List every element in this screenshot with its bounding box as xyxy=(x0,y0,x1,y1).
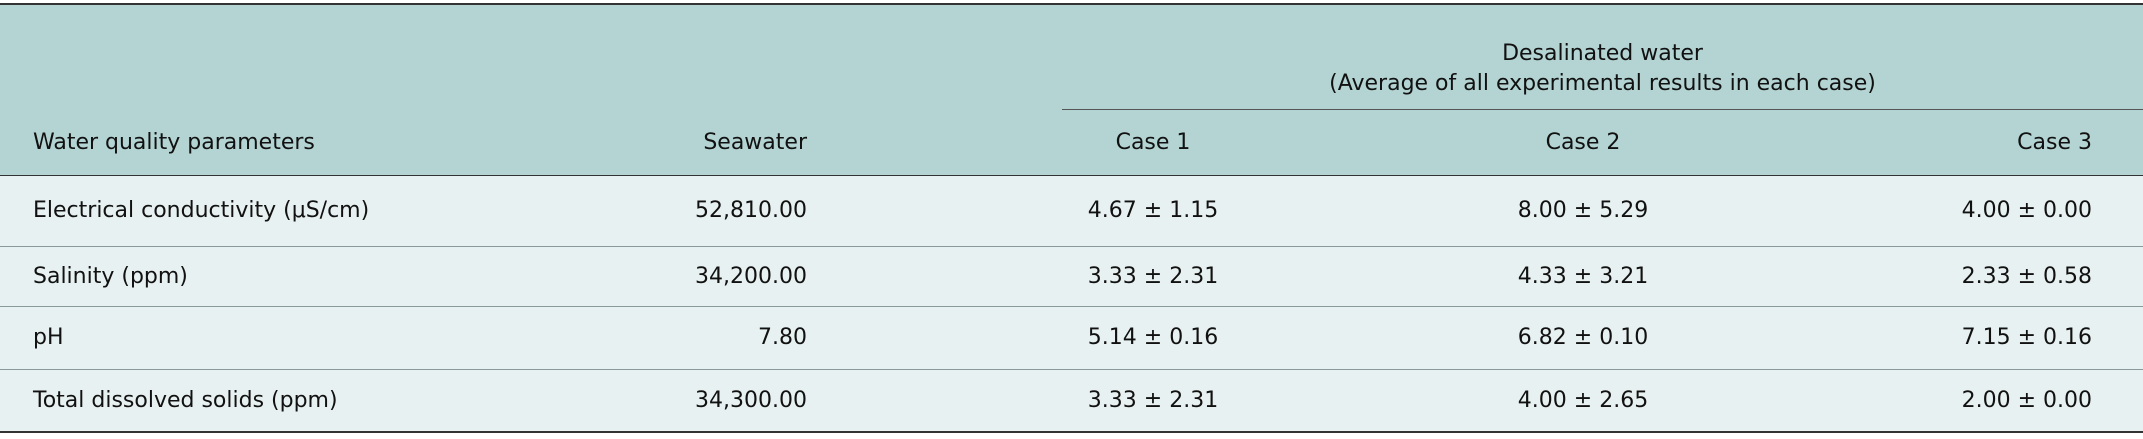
header-cell: Case 2 xyxy=(1244,109,1922,175)
table-row: Electrical conductivity (μS/cm) 52,810.00… xyxy=(0,174,2143,246)
table-cell: 4.00 ± 0.00 xyxy=(1922,174,2143,246)
group-header: Desalinated water (Average of all experi… xyxy=(1062,3,2143,110)
table-row: pH 7.80 5.14 ± 0.16 6.82 ± 0.10 7.15 ± 0.16 xyxy=(0,305,2143,369)
header-cell: Case 3 xyxy=(1922,109,2143,175)
table-body: Electrical conductivity (μS/cm) 52,810.00… xyxy=(0,174,2143,433)
table-cell: 7.15 ± 0.16 xyxy=(1922,305,2143,369)
table-row: Total dissolved solids (ppm) 34,300.00 3.3… xyxy=(0,368,2143,433)
table-cell: 5.14 ± 0.16 xyxy=(1062,305,1244,369)
table-cell: 4.33 ± 3.21 xyxy=(1244,245,1922,306)
table-cell: 3.33 ± 2.31 xyxy=(1062,368,1244,433)
table-cell: 6.82 ± 0.10 xyxy=(1244,305,1922,369)
table-cell: Electrical conductivity (μS/cm) xyxy=(0,174,600,246)
table-cell: 2.00 ± 0.00 xyxy=(1922,368,2143,433)
table-cell: 4.67 ± 1.15 xyxy=(1062,174,1244,246)
table-cell: 34,300.00 xyxy=(600,368,1062,433)
group-header-line: (Average of all experimental results in … xyxy=(1329,70,1876,96)
table-cell: 3.33 ± 2.31 xyxy=(1062,245,1244,306)
table-cell: 8.00 ± 5.29 xyxy=(1244,174,1922,246)
table-row: Salinity (ppm) 34,200.00 3.33 ± 2.31 4.33 ±… xyxy=(0,245,2143,306)
header-cell: Seawater xyxy=(600,3,1062,175)
table-cell: 4.00 ± 2.65 xyxy=(1244,368,1922,433)
group-header-line: Desalinated water xyxy=(1502,40,1703,66)
header-cell: Case 1 xyxy=(1062,109,1244,175)
page: Water quality parameters Seawater Desali… xyxy=(0,3,2143,439)
data-table: Water quality parameters Seawater Desali… xyxy=(0,3,2143,433)
table-cell: 7.80 xyxy=(600,305,1062,369)
table-cell: pH xyxy=(0,305,600,369)
table-cell: 34,200.00 xyxy=(600,245,1062,306)
table-cell: Salinity (ppm) xyxy=(0,245,600,306)
table-cell: 52,810.00 xyxy=(600,174,1062,246)
header-cell: Water quality parameters xyxy=(0,3,600,175)
table-cell: Total dissolved solids (ppm) xyxy=(0,368,600,433)
table-cell: 2.33 ± 0.58 xyxy=(1922,245,2143,306)
